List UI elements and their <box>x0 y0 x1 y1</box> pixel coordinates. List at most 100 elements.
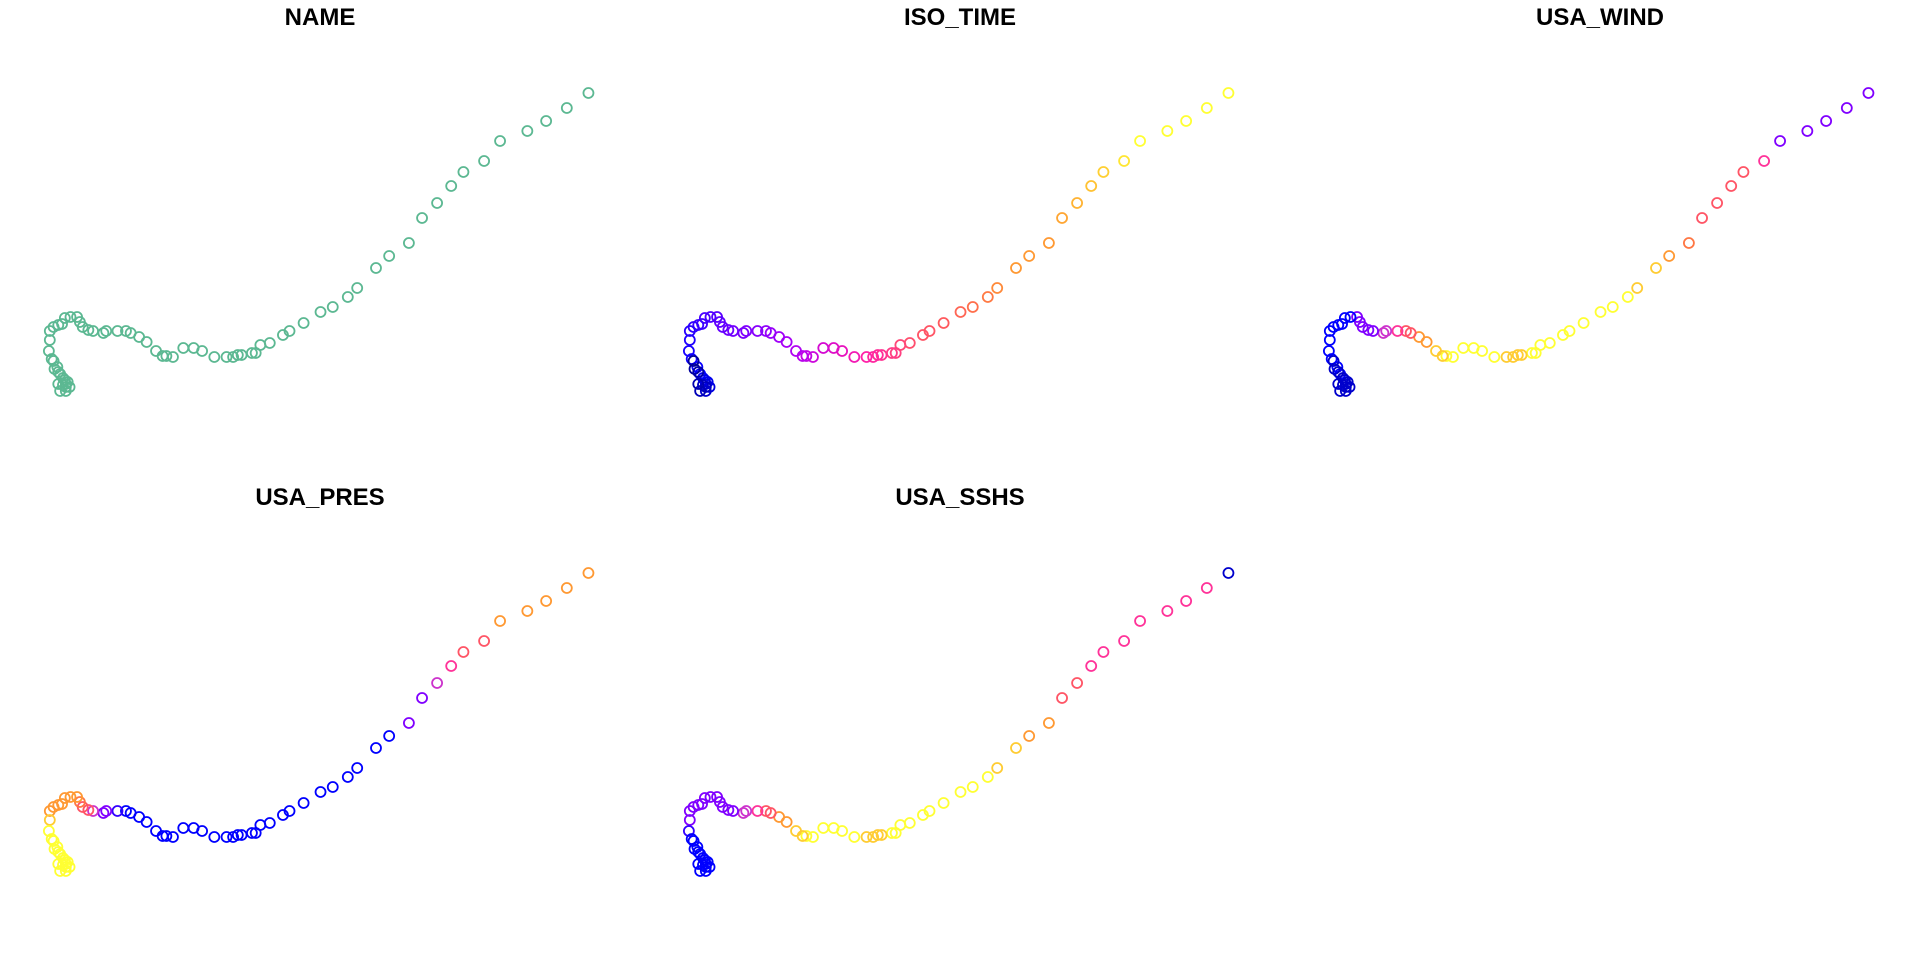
track-point <box>727 805 739 817</box>
track-point <box>351 762 364 774</box>
track-point <box>860 831 873 843</box>
panel-usa-pres: USA_PRES <box>42 484 595 877</box>
track-point <box>1500 351 1513 363</box>
track-point <box>1577 317 1590 329</box>
track-point <box>1328 363 1341 375</box>
track-point <box>1323 334 1336 346</box>
track-point <box>160 830 173 842</box>
track-point <box>100 805 113 817</box>
track-point <box>790 345 802 357</box>
track-point <box>1339 385 1352 397</box>
track-point <box>82 324 95 336</box>
track-point <box>1362 324 1375 336</box>
track-point <box>370 262 382 274</box>
track-point <box>704 791 717 803</box>
track-point <box>981 771 994 783</box>
track-point <box>1161 125 1174 137</box>
track-point <box>1457 342 1470 354</box>
track-point <box>954 306 967 318</box>
track-point <box>57 379 69 391</box>
track-point <box>1338 312 1351 324</box>
track-point <box>683 325 696 337</box>
track-point <box>1631 282 1644 294</box>
track-point <box>1042 717 1055 729</box>
track-point <box>867 351 880 363</box>
track-point <box>1663 250 1676 262</box>
track-point <box>1332 378 1345 390</box>
track-point <box>120 805 132 817</box>
track-point <box>937 317 950 329</box>
track-point <box>692 858 705 870</box>
track-point <box>52 846 65 858</box>
track-point <box>1332 366 1345 378</box>
track-point <box>1391 325 1404 337</box>
track-point <box>1737 166 1750 178</box>
track-point <box>64 791 77 803</box>
track-point <box>43 334 56 346</box>
track-point <box>1351 311 1363 323</box>
track-point <box>1071 677 1084 689</box>
track-point <box>297 797 310 809</box>
track-point <box>560 582 573 594</box>
track-point <box>687 835 700 847</box>
track-point <box>1594 306 1607 318</box>
track-point <box>150 345 162 357</box>
track-point <box>966 781 979 793</box>
track-point <box>1682 237 1695 249</box>
track-point <box>208 351 221 363</box>
track-point <box>699 385 712 397</box>
track-point <box>560 102 573 114</box>
track-point <box>52 366 65 378</box>
track-point <box>277 329 289 341</box>
track-point <box>47 835 60 847</box>
track-point <box>370 742 382 754</box>
track-point <box>177 342 190 354</box>
track-point <box>43 814 56 826</box>
track-point <box>691 841 704 853</box>
track-point <box>48 363 61 375</box>
track-point <box>991 762 1004 774</box>
track-point <box>54 385 67 397</box>
track-point <box>177 822 190 834</box>
track-point <box>57 859 69 871</box>
track-point <box>314 786 327 798</box>
track-point <box>227 351 240 363</box>
track-point <box>1161 605 1174 617</box>
track-point <box>711 791 723 803</box>
track-point <box>682 345 695 357</box>
track-point <box>954 786 967 798</box>
track-point <box>1801 125 1814 137</box>
track-point <box>1097 646 1110 658</box>
track-point <box>521 605 534 617</box>
track-point <box>71 791 83 803</box>
track-point <box>1056 212 1068 224</box>
track-point <box>682 825 695 837</box>
track-point <box>326 781 339 793</box>
track-point <box>582 87 595 99</box>
track-point <box>494 135 506 147</box>
track-point <box>445 180 458 192</box>
track-point <box>59 865 72 877</box>
track-point <box>711 311 723 323</box>
track-point <box>722 804 735 816</box>
track-point <box>314 306 327 318</box>
track-point <box>341 771 354 783</box>
track-point <box>867 831 880 843</box>
track-point <box>416 212 428 224</box>
track-point <box>727 325 739 337</box>
track-point <box>383 250 396 262</box>
track-point <box>848 351 861 363</box>
track-point <box>220 351 233 363</box>
track-point <box>687 355 700 367</box>
track-point <box>402 717 415 729</box>
track-point <box>1367 325 1379 337</box>
track-point <box>351 282 364 294</box>
track-point <box>52 858 65 870</box>
track-point <box>431 677 444 689</box>
track-point <box>683 805 696 817</box>
track-point <box>263 817 276 829</box>
track-point <box>71 311 83 323</box>
track-point <box>52 378 65 390</box>
panels-container: NAME ISO_TIME USA_WIND USA_PRES USA_SSHS <box>42 4 1875 877</box>
